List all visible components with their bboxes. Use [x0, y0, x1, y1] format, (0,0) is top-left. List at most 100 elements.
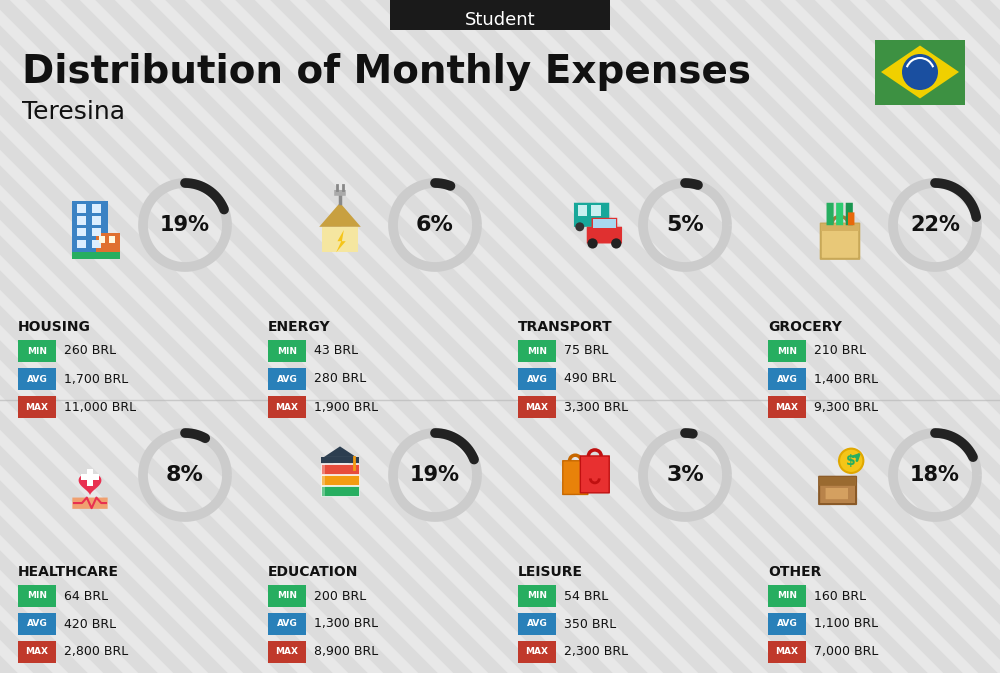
Text: AVG: AVG — [527, 374, 547, 384]
FancyBboxPatch shape — [92, 216, 101, 225]
FancyBboxPatch shape — [77, 240, 86, 248]
FancyBboxPatch shape — [18, 585, 56, 607]
FancyBboxPatch shape — [268, 368, 306, 390]
FancyBboxPatch shape — [268, 613, 306, 635]
Text: 1,100 BRL: 1,100 BRL — [814, 618, 878, 631]
Polygon shape — [324, 446, 356, 457]
FancyBboxPatch shape — [821, 223, 859, 259]
FancyBboxPatch shape — [819, 476, 856, 486]
FancyBboxPatch shape — [518, 396, 556, 418]
Text: MAX: MAX — [776, 647, 798, 656]
FancyBboxPatch shape — [848, 213, 854, 225]
Polygon shape — [336, 230, 346, 252]
FancyBboxPatch shape — [322, 227, 358, 252]
Circle shape — [839, 449, 863, 473]
Text: 280 BRL: 280 BRL — [314, 372, 366, 386]
FancyBboxPatch shape — [846, 203, 853, 225]
FancyBboxPatch shape — [109, 236, 115, 243]
FancyBboxPatch shape — [821, 223, 859, 231]
Polygon shape — [319, 203, 361, 227]
FancyBboxPatch shape — [92, 240, 101, 248]
Text: MAX: MAX — [26, 402, 48, 411]
Text: 1,300 BRL: 1,300 BRL — [314, 618, 378, 631]
Text: MIN: MIN — [527, 592, 547, 600]
FancyBboxPatch shape — [96, 234, 120, 252]
FancyBboxPatch shape — [518, 585, 556, 607]
FancyBboxPatch shape — [768, 368, 806, 390]
FancyBboxPatch shape — [826, 488, 848, 499]
FancyBboxPatch shape — [768, 396, 806, 418]
Text: 8%: 8% — [166, 465, 204, 485]
FancyBboxPatch shape — [321, 487, 325, 496]
FancyBboxPatch shape — [768, 585, 806, 607]
FancyBboxPatch shape — [518, 613, 556, 635]
Text: 1,700 BRL: 1,700 BRL — [64, 372, 128, 386]
Text: 43 BRL: 43 BRL — [314, 345, 358, 357]
FancyBboxPatch shape — [587, 227, 622, 244]
Text: AVG: AVG — [277, 374, 297, 384]
Text: 3%: 3% — [666, 465, 704, 485]
Text: MIN: MIN — [777, 347, 797, 355]
Circle shape — [902, 54, 938, 90]
Text: 1,900 BRL: 1,900 BRL — [314, 400, 378, 413]
Text: Distribution of Monthly Expenses: Distribution of Monthly Expenses — [22, 53, 751, 91]
FancyBboxPatch shape — [836, 203, 843, 225]
Text: 19%: 19% — [160, 215, 210, 235]
Text: 490 BRL: 490 BRL — [564, 372, 616, 386]
FancyBboxPatch shape — [268, 340, 306, 362]
FancyBboxPatch shape — [518, 340, 556, 362]
Text: 160 BRL: 160 BRL — [814, 590, 866, 602]
Text: MIN: MIN — [777, 592, 797, 600]
FancyBboxPatch shape — [390, 0, 610, 30]
FancyBboxPatch shape — [768, 613, 806, 635]
FancyBboxPatch shape — [81, 474, 99, 480]
FancyBboxPatch shape — [92, 228, 101, 236]
Circle shape — [599, 222, 608, 232]
Text: 64 BRL: 64 BRL — [64, 590, 108, 602]
FancyBboxPatch shape — [268, 585, 306, 607]
FancyBboxPatch shape — [591, 205, 601, 215]
FancyBboxPatch shape — [18, 613, 56, 635]
FancyBboxPatch shape — [321, 464, 325, 474]
Text: 54 BRL: 54 BRL — [564, 590, 608, 602]
Text: MIN: MIN — [27, 592, 47, 600]
Text: ENERGY: ENERGY — [268, 320, 331, 334]
Text: MAX: MAX — [526, 647, 548, 656]
FancyBboxPatch shape — [268, 641, 306, 663]
Text: MIN: MIN — [27, 347, 47, 355]
FancyBboxPatch shape — [77, 228, 86, 236]
FancyBboxPatch shape — [321, 457, 359, 463]
FancyBboxPatch shape — [574, 203, 609, 227]
FancyBboxPatch shape — [827, 203, 834, 225]
Text: MAX: MAX — [276, 402, 298, 411]
Text: 200 BRL: 200 BRL — [314, 590, 366, 602]
FancyBboxPatch shape — [92, 205, 101, 213]
Text: 9,300 BRL: 9,300 BRL — [814, 400, 878, 413]
Text: OTHER: OTHER — [768, 565, 821, 579]
Text: 3,300 BRL: 3,300 BRL — [564, 400, 628, 413]
Text: 8,900 BRL: 8,900 BRL — [314, 645, 378, 658]
Text: 7,000 BRL: 7,000 BRL — [814, 645, 878, 658]
Text: 11,000 BRL: 11,000 BRL — [64, 400, 136, 413]
Text: 350 BRL: 350 BRL — [564, 618, 616, 631]
FancyBboxPatch shape — [580, 456, 609, 493]
Text: AVG: AVG — [27, 374, 47, 384]
Text: MAX: MAX — [276, 647, 298, 656]
Text: LEISURE: LEISURE — [518, 565, 583, 579]
Text: 6%: 6% — [416, 215, 454, 235]
Polygon shape — [79, 474, 101, 495]
Text: MAX: MAX — [526, 402, 548, 411]
FancyBboxPatch shape — [18, 641, 56, 663]
FancyBboxPatch shape — [72, 252, 120, 259]
FancyBboxPatch shape — [18, 340, 56, 362]
Text: AVG: AVG — [777, 374, 797, 384]
Text: 210 BRL: 210 BRL — [814, 345, 866, 357]
FancyBboxPatch shape — [321, 464, 359, 474]
FancyBboxPatch shape — [768, 340, 806, 362]
Text: 75 BRL: 75 BRL — [564, 345, 608, 357]
Text: HEALTHCARE: HEALTHCARE — [18, 565, 119, 579]
Text: AVG: AVG — [777, 620, 797, 629]
Text: 2,800 BRL: 2,800 BRL — [64, 645, 128, 658]
Text: 19%: 19% — [410, 465, 460, 485]
Text: 5%: 5% — [666, 215, 704, 235]
